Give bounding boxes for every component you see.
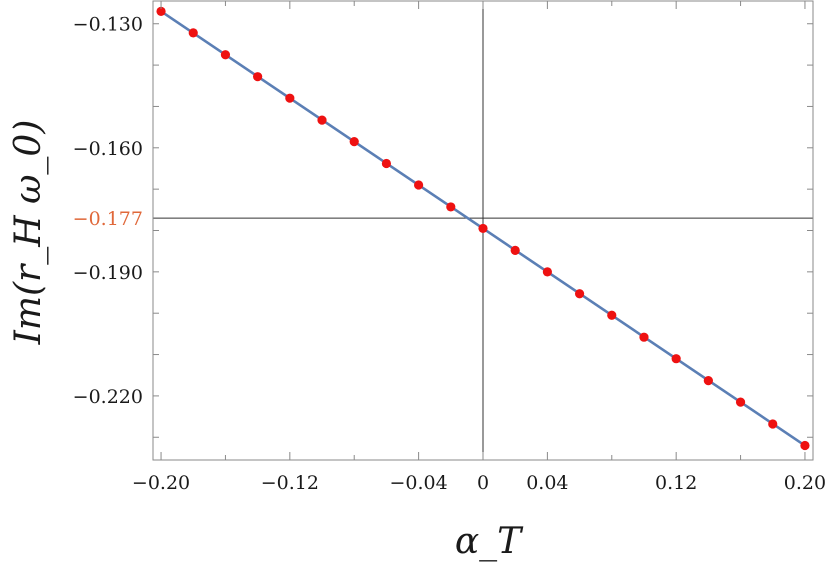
x-tick-label: 0.12 [655, 472, 697, 494]
x-tick-label: −0.12 [261, 472, 319, 494]
data-point [671, 354, 681, 364]
data-point [156, 6, 166, 16]
data-point [253, 72, 263, 82]
y-tick-label: −0.160 [73, 138, 143, 160]
data-point [285, 93, 295, 103]
data-point [381, 158, 392, 169]
y-tick-label: −0.177 [73, 208, 143, 230]
data-point [800, 440, 810, 451]
x-tick-label: 0.04 [526, 472, 568, 494]
x-tick-label: −0.04 [389, 472, 447, 494]
data-point [735, 397, 746, 407]
data-point [639, 332, 649, 342]
data-point [768, 419, 778, 429]
data-point [349, 136, 359, 147]
data-point [703, 376, 713, 386]
data-point [607, 310, 617, 320]
x-tick-label: −0.20 [132, 472, 190, 494]
data-point [542, 267, 552, 277]
y-axis-title: Im(r_H ω_0) [8, 120, 49, 346]
data-point [317, 115, 327, 125]
y-tick-label: −0.220 [73, 386, 143, 408]
data-point [188, 28, 198, 38]
data-point [574, 289, 585, 299]
data-point [510, 245, 520, 255]
x-tick-label: 0.20 [784, 472, 826, 494]
data-point [414, 180, 424, 190]
x-axis-title: α_T [455, 521, 524, 562]
y-tick-label: −0.190 [73, 262, 143, 284]
y-tick-label: −0.130 [73, 14, 143, 36]
data-point [478, 223, 488, 234]
data-point [446, 202, 456, 212]
x-tick-label: 0 [477, 472, 489, 494]
data-point [220, 50, 231, 60]
